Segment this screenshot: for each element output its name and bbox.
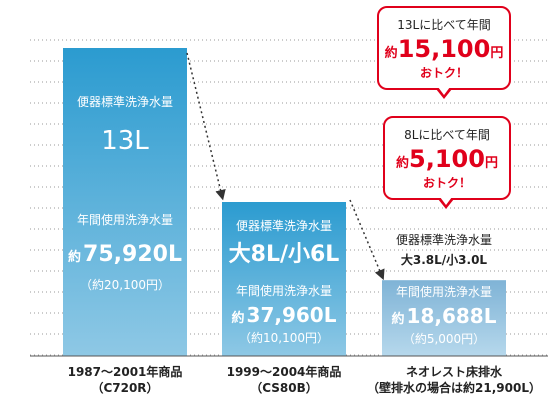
callout1-tail xyxy=(436,87,452,99)
bar1-annual-prefix: 約 xyxy=(68,250,82,265)
callout1-number: 15,100 xyxy=(397,35,491,63)
category-1-line2: （C720R） xyxy=(91,381,159,396)
bar2-annual-value: 37,960L xyxy=(246,303,337,327)
callout2-value: 約5,100円 xyxy=(385,145,509,173)
category-label-1: 1987～2001年商品 （C720R） xyxy=(50,364,200,396)
callout1-foot: おトク！ xyxy=(419,66,468,80)
category-3-line2: （壁排水の場合は約21,900L） xyxy=(367,381,541,396)
trend-arrow-2 xyxy=(349,199,385,281)
bar2-annual-title: 年間使用洗浄水量 xyxy=(235,284,332,298)
bar3-annual-title: 年間使用洗浄水量 xyxy=(395,285,492,299)
bar2-std-title: 便器標準洗浄水量 xyxy=(235,219,332,233)
bar3-annual-cost: （約5,000円） xyxy=(402,332,486,346)
callout2-foot: おトク！ xyxy=(422,176,471,190)
savings-callout-5100: 8Lに比べて年間 約5,100円 おトク！ xyxy=(383,116,511,200)
callout2-suffix: 円 xyxy=(484,156,498,171)
savings-callout-15100: 13Lに比べて年間 約15,100円 おトク！ xyxy=(377,6,511,90)
callout1-prefix: 約 xyxy=(384,46,398,61)
bar3-annual-prefix: 約 xyxy=(391,312,405,327)
trend-arrow-1 xyxy=(186,52,226,201)
category-3-line1: ネオレスト床排水 xyxy=(405,365,502,379)
bar1-annual-cost: （約20,100円） xyxy=(80,278,170,292)
bar1-annual-volume: 約75,920L xyxy=(63,244,187,266)
callout1-value: 約15,100円 xyxy=(379,35,509,63)
bar2-std-value: 大8L/小6L xyxy=(228,242,340,267)
bar2-annual-cost: （約10,100円） xyxy=(239,331,329,345)
bar1-std-value: 13L xyxy=(101,126,149,156)
bar-2 xyxy=(222,202,346,356)
category-1-line1: 1987～2001年商品 xyxy=(67,365,183,379)
bar3-std-value: 大3.8L/小3.0L xyxy=(400,253,488,267)
category-label-3: ネオレスト床排水 （壁排水の場合は約21,900L） xyxy=(364,364,544,396)
bar1-std-title: 便器標準洗浄水量 xyxy=(76,95,173,109)
callout1-head: 13Lに比べて年間 xyxy=(397,18,491,32)
callout2-number: 5,100 xyxy=(409,145,485,173)
callout1-suffix: 円 xyxy=(490,46,504,61)
bar3-std-title: 便器標準洗浄水量 xyxy=(395,233,492,247)
callout2-head: 8Lに比べて年間 xyxy=(404,128,490,142)
bar3-annual-volume: 約 18,688L xyxy=(382,306,506,326)
callout2-tail xyxy=(438,197,454,209)
bar3-annual-value: 18,688L xyxy=(406,304,497,328)
bars-group xyxy=(63,48,506,356)
category-2-line1: 1999～2004年商品 xyxy=(226,365,342,379)
bar2-annual-volume: 約 37,960L xyxy=(222,305,346,325)
callout2-prefix: 約 xyxy=(396,156,410,171)
bar1-annual-value: 75,920L xyxy=(83,242,182,267)
bar-3 xyxy=(382,280,506,356)
category-2-line2: （CS80B） xyxy=(250,381,318,396)
bar1-annual-title: 年間使用洗浄水量 xyxy=(76,213,173,227)
bar-1 xyxy=(63,48,187,356)
bar2-annual-prefix: 約 xyxy=(231,311,245,326)
category-label-2: 1999～2004年商品 （CS80B） xyxy=(209,364,359,396)
